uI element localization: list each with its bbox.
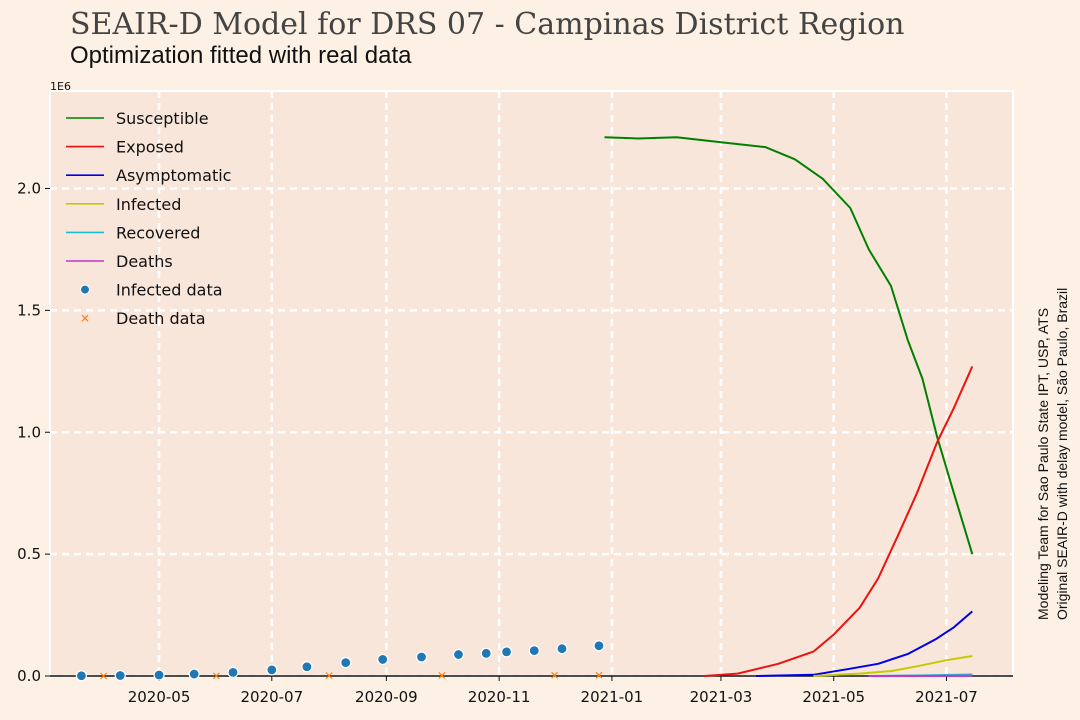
x-tick-label: 2020-05 [128,688,191,706]
data-point-infected-data [153,669,165,681]
axes: 2020-05 2020-07 2020-09 2020-11 2021-01 2021-… [17,180,1013,706]
data-point-infected-data [556,643,568,655]
data-point-infected-data [75,670,88,682]
legend-swatch-death-data [81,314,89,322]
x-tick-label: 2021-03 [690,688,753,706]
chart-subtitle: Optimization fitted with real data [70,42,412,69]
y-tick-label: 1.5 [17,301,41,319]
data-point-infected-data [227,666,239,678]
y-scale-label: 1E6 [50,80,71,93]
data-point-death-data [438,671,446,679]
x-tick-label: 2020-07 [240,688,303,706]
legend-swatch-infected-data [80,284,90,295]
legend-label-deaths: Deaths [116,252,173,271]
x-tick-label: 2021-01 [581,688,644,706]
legend-label-infected-data: Infected data [116,281,223,300]
x-tick-label: 2021-07 [915,688,978,706]
data-point-infected-data [377,653,389,666]
legend-label-exposed: Exposed [116,138,184,157]
data-point-death-data [100,672,108,680]
y-tick-label: 0.0 [17,667,41,685]
chart-title: SEAIR-D Model for DRS 07 - Campinas Dist… [70,7,904,42]
data-point-death-data [212,672,220,680]
legend-label-asymptomatic: Asymptomatic [116,166,231,185]
series-line-asymptomatic [756,610,973,677]
data-point-infected-data [266,664,278,676]
series-line-infected [813,655,973,677]
series-group [75,136,974,682]
data-point-infected-data [301,661,313,673]
data-point-death-data [325,672,333,680]
series-line-susceptible [604,136,974,555]
legend: Susceptible Exposed Asymptomatic Infected Re… [66,109,231,328]
data-point-infected-data [528,645,540,657]
data-point-infected-data [188,668,200,680]
series-line-exposed [704,365,974,677]
x-tick-label: 2021-05 [802,688,865,706]
credit-line-1: Modeling Team for Sao Paulo State IPT, U… [1035,308,1051,620]
data-point-infected-data [415,651,428,663]
data-point-death-data [551,671,559,679]
legend-label-infected: Infected [116,195,181,214]
legend-label-recovered: Recovered [116,223,200,242]
data-point-infected-data [593,640,605,652]
data-point-infected-data [452,648,465,661]
legend-label-susceptible: Susceptible [116,109,209,128]
data-point-infected-data [114,669,126,682]
legend-label-death-data: Death data [116,309,206,328]
y-tick-label: 1.0 [17,423,41,441]
data-point-infected-data [340,656,352,669]
credit-line-2: Original SEAIR-D with delay model, São P… [1054,288,1070,620]
x-tick-label: 2020-09 [355,688,418,706]
y-tick-label: 0.5 [17,545,41,563]
y-tick-label: 2.0 [17,180,41,198]
data-point-infected-data [480,647,492,659]
data-point-death-data [595,671,603,679]
data-point-infected-data [500,646,513,658]
x-tick-label: 2020-11 [468,688,531,706]
